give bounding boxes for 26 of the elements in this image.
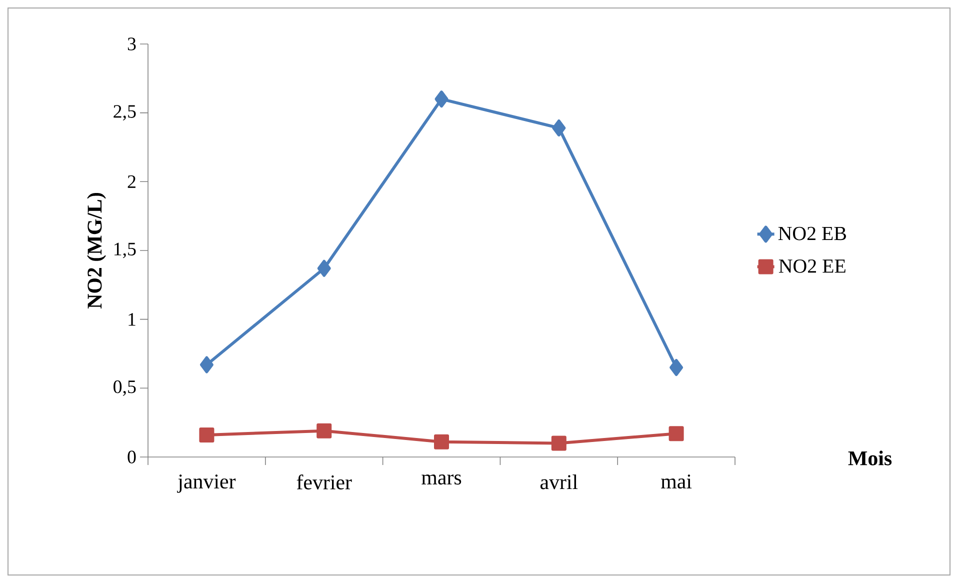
text: Mois	[848, 450, 892, 466]
point	[551, 436, 566, 451]
point	[200, 356, 214, 374]
x-tick-label: mai	[661, 474, 692, 489]
x-tick-label: fevrier	[296, 474, 352, 490]
point	[434, 434, 450, 450]
point	[668, 426, 684, 442]
x-tick-label: mars	[422, 474, 462, 485]
x-tick-label: avril	[540, 474, 578, 490]
y-tick-label: 1	[128, 313, 136, 326]
y-axis-title: NO2 (MG/L)	[87, 193, 106, 308]
y-tick-label: 3	[128, 38, 136, 50]
point	[199, 427, 214, 442]
point	[317, 260, 331, 277]
point	[552, 119, 566, 136]
point	[316, 423, 332, 438]
y-tick-label: 1,5	[114, 242, 136, 258]
x-tick-label: janvier	[177, 474, 236, 493]
point	[670, 359, 684, 376]
legend-label: NO2 EE	[778, 259, 846, 273]
point	[434, 90, 448, 108]
legend-label: NO2 EB	[778, 226, 846, 240]
y-tick-label: 2	[128, 175, 136, 188]
y-tick-label: 0	[128, 450, 136, 464]
y-tick-label: 0,5	[114, 380, 136, 396]
y-tick-label: 2,5	[114, 105, 136, 121]
